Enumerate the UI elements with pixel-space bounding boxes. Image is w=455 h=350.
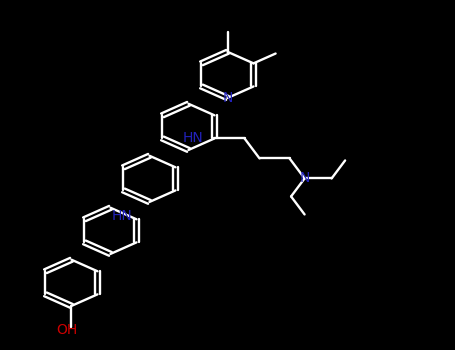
Text: N: N [222,91,233,105]
Text: HN: HN [182,131,203,145]
Text: N: N [299,172,310,186]
Text: HN: HN [111,209,132,223]
Text: OH: OH [56,323,77,337]
